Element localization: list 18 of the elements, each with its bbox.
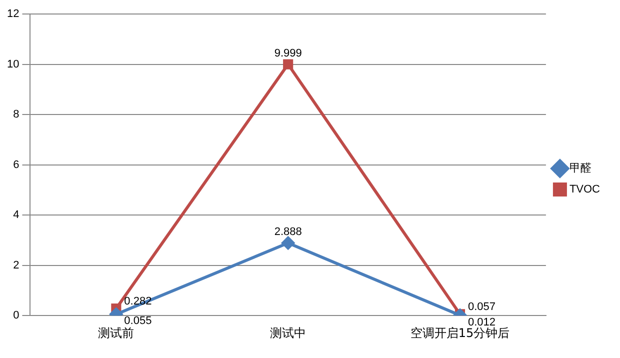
x-tick-label: 测试中 <box>270 326 306 340</box>
y-tick-label: 12 <box>6 8 20 20</box>
y-tick-label: 8 <box>13 108 20 121</box>
data-label: 9.999 <box>274 47 302 60</box>
y-tick-label: 10 <box>6 58 20 70</box>
data-label: 0.055 <box>124 315 152 328</box>
x-tick-label: 空调开启15分钟后 <box>410 326 510 340</box>
point <box>283 59 294 70</box>
x-tick-label: 测试前 <box>98 326 134 340</box>
y-tick-label: 0 <box>13 310 20 322</box>
data-label: 0.012 <box>468 316 496 328</box>
data-label: 2.888 <box>274 226 302 238</box>
legend-label: TVOC <box>569 184 600 196</box>
y-tick-label: 2 <box>13 259 20 272</box>
data-label: 0.057 <box>468 301 496 314</box>
y-tick-label: 6 <box>13 158 20 171</box>
y-tick-label: 4 <box>13 209 20 222</box>
legend-label: 甲醛 <box>569 162 592 175</box>
